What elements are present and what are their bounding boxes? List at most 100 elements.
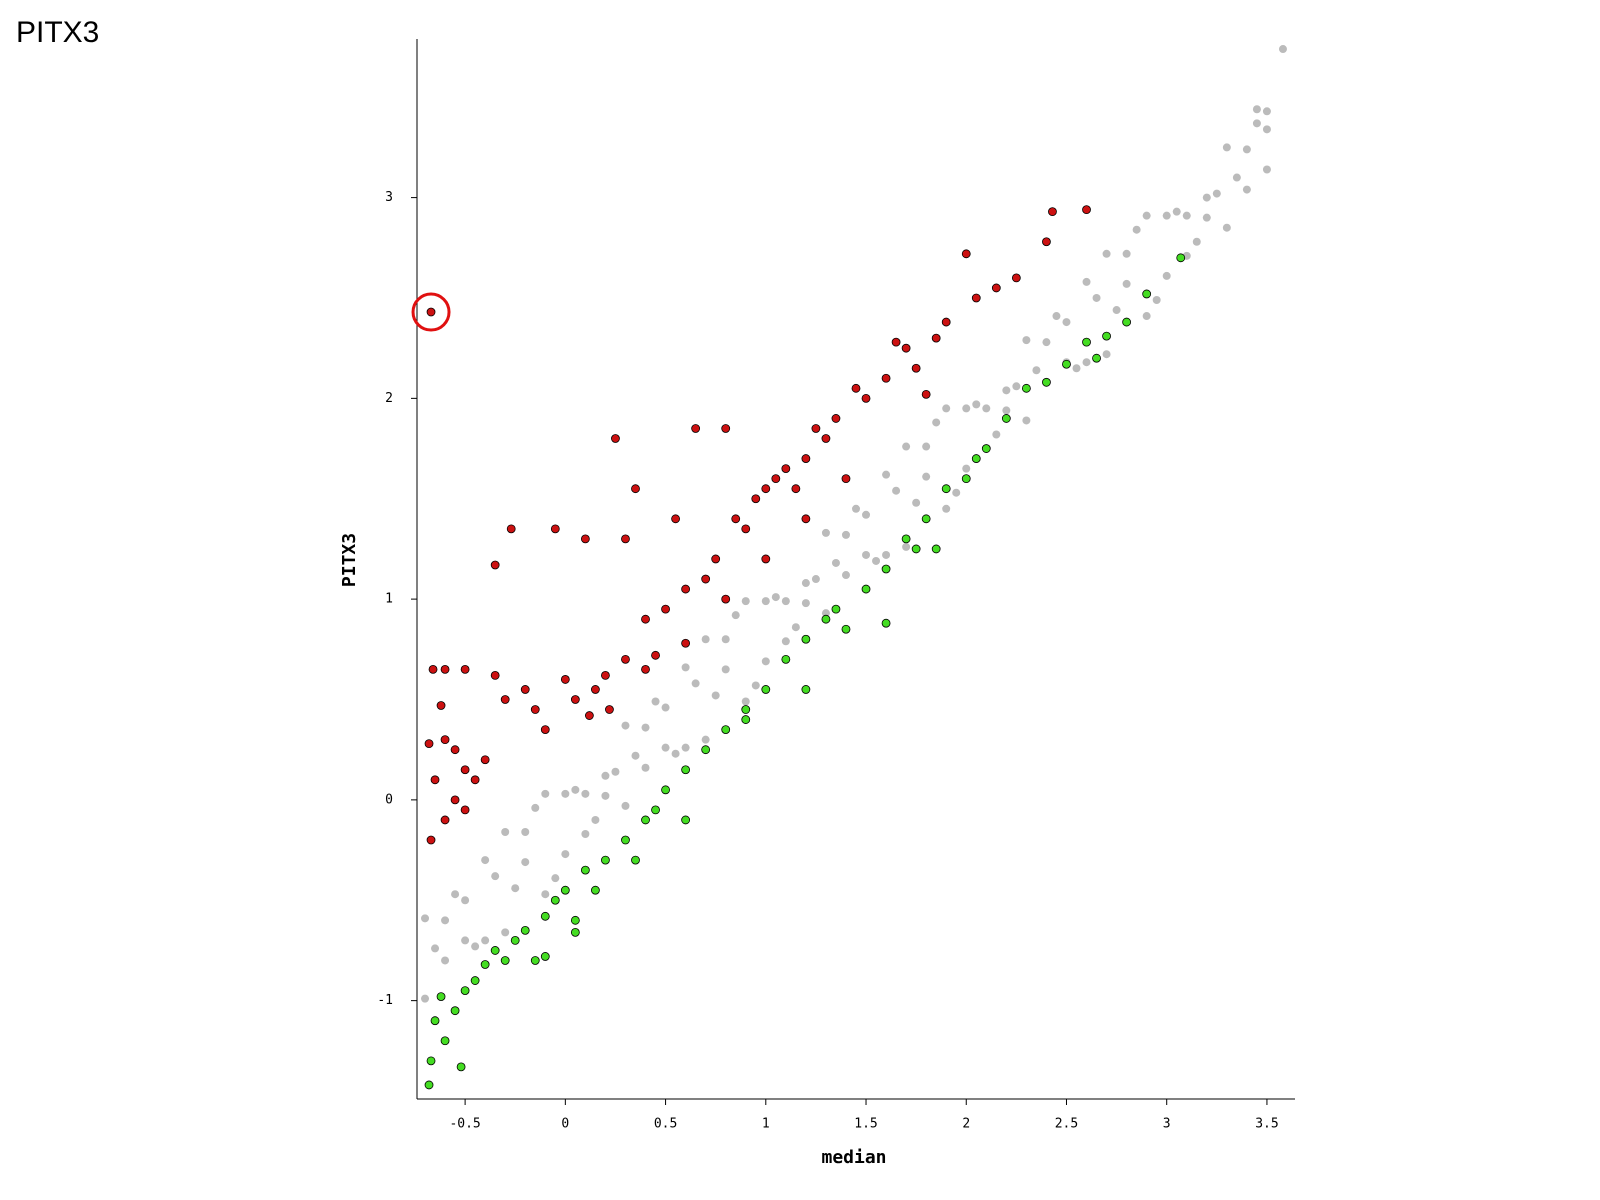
point <box>1082 205 1091 215</box>
point <box>961 474 971 484</box>
point <box>611 434 620 443</box>
point <box>811 575 820 584</box>
point <box>1022 416 1031 425</box>
point <box>591 885 600 895</box>
point <box>701 735 710 744</box>
point <box>490 671 500 680</box>
point <box>460 986 470 995</box>
point <box>1102 331 1111 341</box>
point <box>982 404 991 413</box>
point <box>601 771 610 780</box>
point <box>851 383 861 393</box>
point <box>580 865 590 875</box>
point <box>440 664 450 674</box>
x-tick-label: 3 <box>1163 1117 1171 1132</box>
point <box>471 942 480 951</box>
point <box>1082 277 1091 286</box>
point <box>1262 165 1271 174</box>
point <box>571 785 580 794</box>
point <box>801 579 810 588</box>
point <box>450 1006 460 1016</box>
point <box>480 755 490 765</box>
point <box>852 504 860 513</box>
point <box>801 514 811 524</box>
point <box>781 597 790 606</box>
point <box>1102 350 1111 359</box>
point <box>761 554 771 564</box>
point <box>821 609 830 618</box>
point <box>621 721 630 730</box>
point <box>1176 253 1186 263</box>
point <box>902 542 911 551</box>
point <box>862 550 871 559</box>
point <box>551 874 560 883</box>
point <box>601 671 610 680</box>
point <box>520 685 530 694</box>
point <box>942 404 951 413</box>
point <box>441 916 450 925</box>
point <box>1262 107 1271 116</box>
point <box>911 544 921 554</box>
y-tick-label: -1 <box>377 993 393 1008</box>
point <box>932 418 941 427</box>
point <box>741 524 751 534</box>
point <box>721 725 731 735</box>
x-tick-label: 0 <box>561 1117 569 1132</box>
point <box>1252 105 1261 114</box>
point <box>821 434 831 443</box>
point <box>731 514 741 524</box>
point <box>470 976 480 985</box>
point <box>490 560 500 570</box>
point <box>831 414 841 423</box>
point <box>1152 295 1161 304</box>
point <box>962 464 971 473</box>
point <box>570 695 580 704</box>
point <box>621 654 630 664</box>
point <box>821 528 830 537</box>
y-tick-label: 2 <box>385 391 393 406</box>
point <box>560 675 570 684</box>
point <box>901 343 911 353</box>
point <box>671 749 680 758</box>
point <box>791 623 800 632</box>
point <box>831 604 841 614</box>
point <box>611 767 620 776</box>
point <box>1242 185 1251 194</box>
point <box>500 956 510 965</box>
point <box>882 550 891 559</box>
point <box>1192 237 1201 246</box>
point <box>540 911 550 921</box>
point <box>441 956 450 965</box>
point <box>490 946 500 955</box>
point <box>1112 306 1121 315</box>
point <box>560 885 570 895</box>
point <box>1092 293 1101 302</box>
point <box>721 635 730 644</box>
point <box>501 928 510 937</box>
point <box>1042 377 1051 387</box>
point <box>651 650 660 660</box>
point <box>621 801 630 810</box>
x-axis-label: median <box>821 1147 886 1168</box>
point <box>862 510 871 519</box>
point <box>561 789 570 798</box>
point <box>751 681 760 690</box>
point <box>550 524 560 534</box>
point <box>1062 359 1071 369</box>
point <box>424 739 434 749</box>
point <box>1262 125 1271 134</box>
point <box>1172 207 1181 216</box>
point <box>1182 211 1191 220</box>
point <box>901 534 911 544</box>
point <box>451 890 460 899</box>
point <box>421 994 430 1003</box>
point <box>671 514 680 524</box>
point <box>801 685 811 694</box>
point <box>601 791 610 800</box>
point <box>881 373 891 383</box>
point <box>741 597 750 606</box>
point <box>426 307 436 317</box>
point <box>440 735 450 745</box>
point <box>1162 211 1171 220</box>
point <box>701 745 711 755</box>
